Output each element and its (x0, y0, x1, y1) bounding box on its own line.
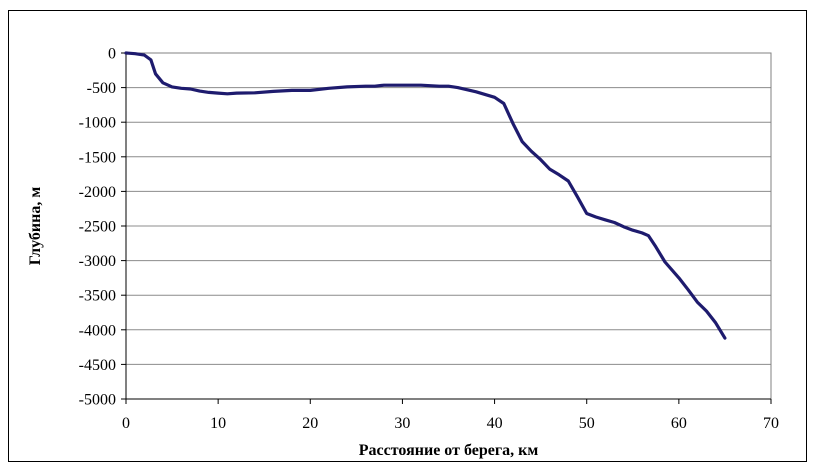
x-tick-label: 20 (302, 415, 318, 432)
y-tick-label: -3500 (79, 288, 116, 305)
y-axis-title: Глубина, м (27, 187, 44, 266)
series-layer (124, 51, 727, 340)
x-tick-label: 40 (487, 415, 503, 432)
y-tick-label: -1000 (79, 115, 116, 132)
axes (121, 52, 772, 404)
series-line-depth (124, 51, 727, 340)
y-tick-label: -5000 (79, 392, 116, 409)
x-tick-label: 30 (394, 415, 410, 432)
x-tick-label: 70 (763, 415, 779, 432)
x-axis-title: Расстояние от берега, км (359, 442, 539, 459)
y-tick-label: -3000 (79, 253, 116, 270)
y-tick-label: -500 (87, 80, 116, 97)
y-tick-label: -4000 (79, 322, 116, 339)
y-tick-label: -4500 (79, 357, 116, 374)
y-tick-label: -1500 (79, 149, 116, 166)
x-tick-labels: 0 10 20 30 40 50 60 70 (122, 415, 779, 432)
grid-lines (126, 52, 771, 400)
x-tick-label: 10 (210, 415, 226, 432)
x-tick-label: 60 (671, 415, 687, 432)
y-tick-label: -2500 (79, 219, 116, 236)
y-tick-label: -2000 (79, 184, 116, 201)
x-tick-label: 0 (122, 415, 130, 432)
y-tick-label: 0 (108, 46, 116, 63)
y-tick-labels: 0 -500 -1000 -1500 -2000 -2500 -3000 -3500 -4000… (79, 46, 116, 409)
x-tick-label: 50 (579, 415, 595, 432)
